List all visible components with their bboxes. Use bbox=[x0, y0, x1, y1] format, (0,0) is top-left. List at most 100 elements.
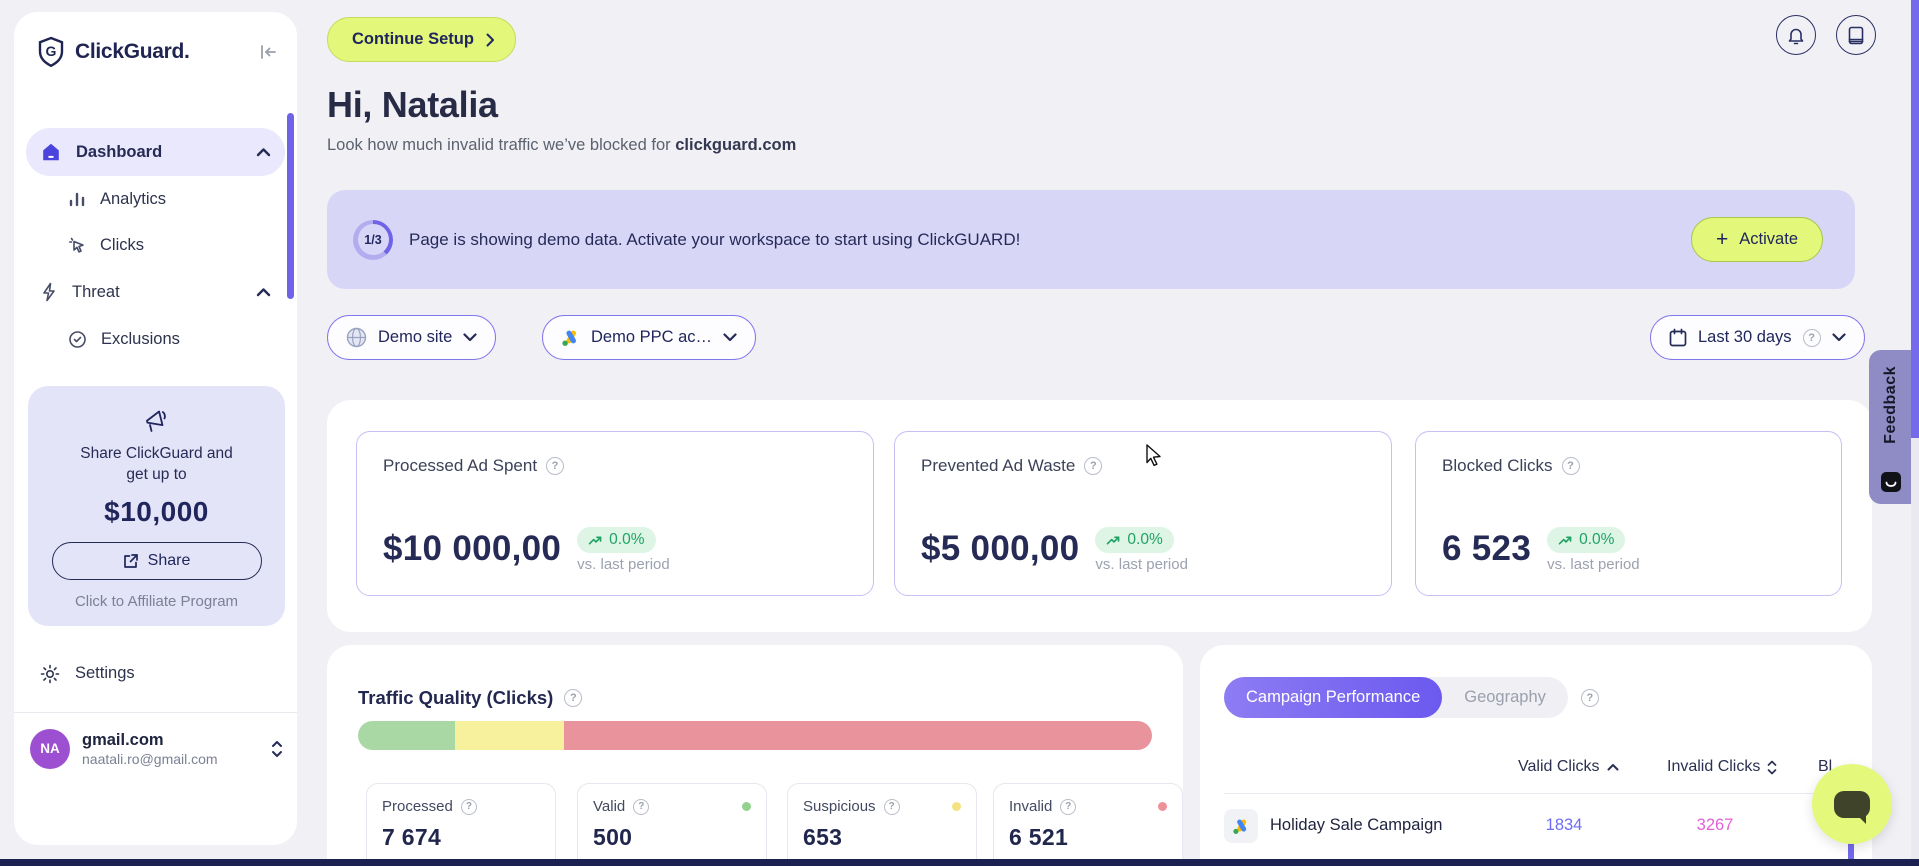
share-button[interactable]: Share bbox=[51, 541, 262, 580]
demo-data-banner: 1/3 Page is showing demo data. Activate … bbox=[327, 190, 1855, 289]
user-meta: gmail.com naatali.ro@gmail.com bbox=[82, 731, 271, 767]
kpi-value-row: 6 523 0.0% vs. last period bbox=[1442, 523, 1640, 573]
feedback-label: Feedback bbox=[1881, 366, 1899, 444]
kpi-delta-block: 0.0% vs. last period bbox=[1095, 527, 1188, 573]
invalid-dot bbox=[1158, 802, 1167, 811]
traffic-stat-label: Valid bbox=[593, 798, 626, 815]
sidebar-item-analytics[interactable]: Analytics bbox=[26, 176, 285, 222]
feedback-tab[interactable]: Feedback bbox=[1869, 350, 1912, 504]
cursor-click-icon bbox=[69, 237, 84, 253]
traffic-segment-invalid bbox=[564, 721, 1152, 750]
sidebar-item-threat[interactable]: Threat bbox=[26, 268, 285, 316]
kpi-card-blocked-clicks: Blocked Clicks ? 6 523 0.0% vs. last per… bbox=[1415, 431, 1842, 596]
site-selector[interactable]: Demo site bbox=[327, 315, 497, 360]
campaign-table-header: Valid Clicks Invalid Clicks Bl bbox=[1200, 758, 1872, 782]
traffic-stat-label: Invalid bbox=[1009, 798, 1053, 815]
bell-icon bbox=[1788, 28, 1804, 44]
help-icon[interactable]: ? bbox=[1561, 457, 1580, 475]
activate-button[interactable]: + Activate bbox=[1691, 217, 1823, 262]
kpi-label-row: Blocked Clicks ? bbox=[1442, 456, 1580, 476]
chevron-down-icon bbox=[463, 333, 477, 342]
sidebar-item-clicks[interactable]: Clicks bbox=[26, 222, 285, 268]
kpi-caption: vs. last period bbox=[577, 556, 670, 573]
user-name: gmail.com bbox=[82, 730, 164, 749]
kpi-section: Processed Ad Spent ? $10 000,00 0.0% vs.… bbox=[327, 400, 1872, 632]
brand-wordmark: ClickGuard. bbox=[75, 40, 190, 63]
logo-row: G ClickGuard. bbox=[14, 12, 297, 68]
delta-pill: 0.0% bbox=[1095, 527, 1174, 553]
ppc-account-selector[interactable]: Demo PPC ac… bbox=[542, 315, 757, 360]
help-icon[interactable]: ? bbox=[883, 798, 900, 815]
promo-caption: Click to Affiliate Program bbox=[74, 592, 239, 610]
tab-geography[interactable]: Geography bbox=[1464, 688, 1546, 706]
kpi-value: $5 000,00 bbox=[921, 529, 1080, 568]
chevron-up-down-icon bbox=[272, 740, 282, 757]
feedback-widget-icon bbox=[1880, 472, 1901, 492]
sidebar-nav: Dashboard Analytics Clicks Threat Exclus… bbox=[14, 128, 297, 362]
avatar: NA bbox=[30, 728, 70, 769]
kpi-value: 6 523 bbox=[1442, 529, 1532, 568]
book-icon bbox=[1848, 26, 1864, 44]
help-icon[interactable]: ? bbox=[460, 798, 477, 815]
traffic-stat-header: Invalid ? bbox=[1009, 798, 1167, 815]
docs-button[interactable] bbox=[1836, 15, 1876, 55]
sidebar-item-label: Threat bbox=[72, 282, 120, 301]
settings-label: Settings bbox=[75, 664, 135, 683]
date-range-selector[interactable]: Last 30 days ? bbox=[1650, 315, 1865, 360]
kpi-value-row: $10 000,00 0.0% vs. last period bbox=[383, 523, 670, 573]
help-icon[interactable]: ? bbox=[1580, 688, 1599, 707]
sidebar-item-exclusions[interactable]: Exclusions bbox=[26, 316, 285, 362]
help-icon[interactable]: ? bbox=[1084, 457, 1103, 475]
table-row[interactable]: Holiday Sale Campaign 1834 3267 bbox=[1200, 805, 1872, 849]
share-button-label: Share bbox=[147, 551, 191, 569]
traffic-quality-title: Traffic Quality (Clicks) bbox=[358, 687, 554, 708]
page-scrollbar-thumb[interactable] bbox=[1911, 0, 1919, 438]
sidebar: G ClickGuard. Dashboard Analytics Clicks… bbox=[14, 12, 297, 845]
kpi-caption: vs. last period bbox=[1547, 556, 1640, 573]
tab-campaign-performance[interactable]: Campaign Performance bbox=[1224, 677, 1443, 718]
help-icon[interactable]: ? bbox=[633, 798, 650, 815]
delta-value: 0.0% bbox=[1127, 531, 1163, 548]
traffic-stat-label: Processed bbox=[382, 798, 453, 815]
delta-value: 0.0% bbox=[609, 531, 645, 548]
chat-widget-button[interactable] bbox=[1812, 764, 1892, 844]
help-icon[interactable]: ? bbox=[1060, 798, 1077, 815]
sidebar-collapse-icon[interactable] bbox=[257, 42, 279, 62]
affiliate-promo-card[interactable]: Share ClickGuard and get up to $10,000 S… bbox=[28, 386, 285, 626]
help-icon[interactable]: ? bbox=[1802, 328, 1821, 347]
banner-message: Page is showing demo data. Activate your… bbox=[409, 229, 1021, 249]
notifications-button[interactable] bbox=[1776, 15, 1816, 55]
kpi-value-row: $5 000,00 0.0% vs. last period bbox=[921, 523, 1188, 573]
kpi-card-prevented-ad-waste: Prevented Ad Waste ? $5 000,00 0.0% vs. … bbox=[894, 431, 1392, 596]
window-bottom-edge bbox=[0, 859, 1919, 866]
valid-dot bbox=[742, 802, 751, 811]
sidebar-item-settings[interactable]: Settings bbox=[40, 664, 297, 684]
sidebar-item-label: Clicks bbox=[100, 235, 144, 254]
account-switcher[interactable]: NA gmail.com naatali.ro@gmail.com bbox=[14, 713, 297, 769]
column-valid-clicks[interactable]: Valid Clicks bbox=[1518, 758, 1619, 776]
sort-ascending-icon bbox=[1607, 764, 1618, 771]
trending-up-icon bbox=[1558, 535, 1572, 545]
traffic-stat-invalid: Invalid ? 6 521 0.00% bbox=[993, 783, 1183, 866]
kpi-caption: vs. last period bbox=[1095, 556, 1188, 573]
campaign-valid-clicks: 1834 bbox=[1545, 816, 1583, 834]
gear-icon bbox=[40, 664, 60, 684]
sidebar-item-dashboard[interactable]: Dashboard bbox=[26, 128, 285, 176]
continue-setup-label: Continue Setup bbox=[352, 30, 474, 48]
sidebar-scrollbar[interactable] bbox=[287, 113, 294, 299]
help-icon[interactable]: ? bbox=[546, 457, 565, 475]
subtitle-text: Look how much invalid traffic we’ve bloc… bbox=[327, 136, 671, 154]
sidebar-divider bbox=[14, 711, 297, 713]
column-invalid-clicks[interactable]: Invalid Clicks bbox=[1667, 758, 1777, 776]
page-scrollbar-track[interactable] bbox=[1911, 0, 1919, 866]
traffic-stat-valid: Valid ? 500 0.00% bbox=[577, 783, 767, 866]
promo-text-line2: get up to bbox=[126, 465, 187, 483]
promo-amount: $10,000 bbox=[104, 495, 209, 527]
traffic-stat-processed: Processed ? 7 674 0.00% bbox=[366, 783, 556, 866]
clickguard-logo-icon: G bbox=[36, 36, 66, 68]
continue-setup-button[interactable]: Continue Setup bbox=[327, 17, 516, 62]
help-icon[interactable]: ? bbox=[564, 689, 583, 707]
external-link-icon bbox=[123, 553, 138, 568]
kpi-label: Blocked Clicks bbox=[1442, 456, 1553, 475]
page-subtitle: Look how much invalid traffic we’ve bloc… bbox=[327, 136, 796, 155]
